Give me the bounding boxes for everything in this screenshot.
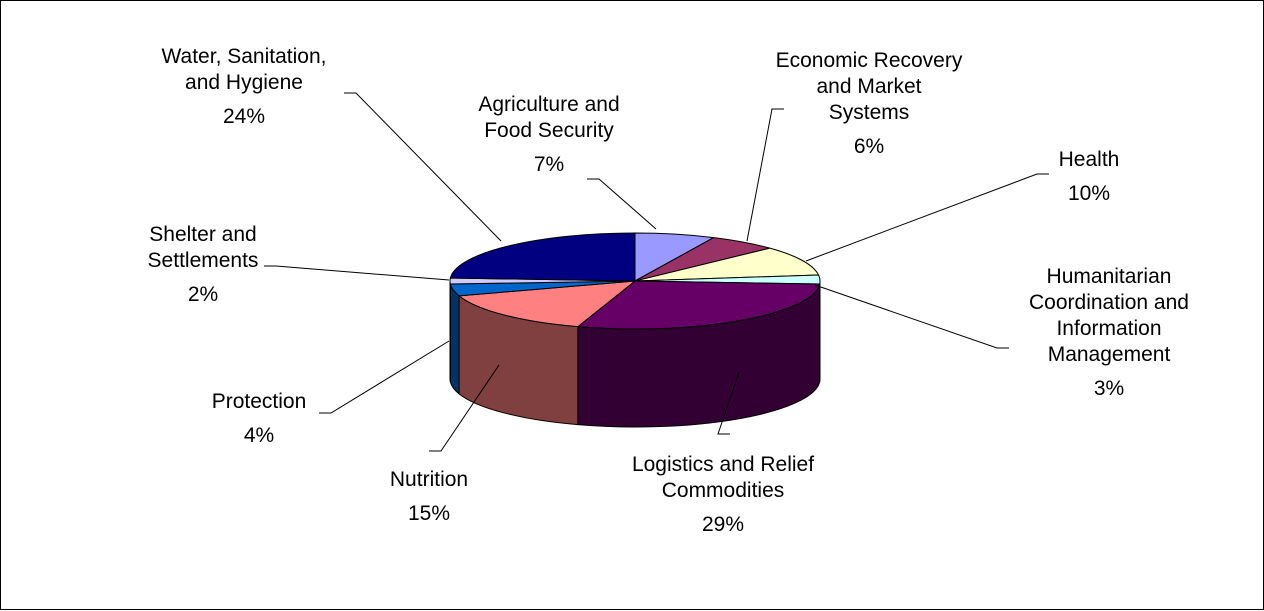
leader-line-1 (587, 179, 656, 229)
slice-label-line: Shelter and (149, 223, 256, 246)
slice-label-4: Humanitarian Coordination and Information M… (1029, 265, 1189, 366)
leader-line-7 (319, 341, 449, 413)
slice-percent-label-7: 4% (244, 424, 274, 447)
slice-label-5: Logistics and Relief Commodities (632, 453, 814, 502)
pie-top-layer (450, 233, 820, 329)
leader-line-4 (815, 285, 1009, 348)
leader-line-8 (264, 266, 449, 280)
slice-percent-label-5: 29% (702, 513, 744, 536)
slice-label-line: Humanitarian (1047, 265, 1172, 288)
slice-label-line: Management (1048, 343, 1171, 366)
slice-percent-label-6: 15% (408, 502, 450, 525)
slice-label-line: Economic Recovery (776, 49, 963, 72)
slice-label-6: Nutrition (390, 468, 468, 491)
slice-label-line: Coordination and (1029, 291, 1189, 314)
slice-label-line: and Market (816, 75, 921, 98)
leader-line-2 (747, 109, 784, 241)
slice-label-1: Agriculture and Food Security (478, 93, 619, 142)
slice-label-9: Water, Sanitation, and Hygiene (162, 45, 327, 94)
slice-label-line: and Hygiene (185, 71, 303, 94)
slice-percent-label-2: 6% (854, 135, 884, 158)
slice-percent-label-3: 10% (1068, 182, 1110, 205)
slice-label-line: Settlements (148, 249, 259, 272)
slice-label-line: Information (1056, 317, 1161, 340)
slice-label-line: Water, Sanitation, (162, 45, 327, 68)
slice-label-line: Food Security (484, 119, 614, 142)
slice-label-8: Shelter and Settlements (148, 223, 259, 272)
slice-label-line: Health (1059, 148, 1120, 171)
slice-label-line: Nutrition (390, 468, 468, 491)
slice-label-line: Commodities (662, 479, 785, 502)
slice-label-7: Protection (212, 390, 307, 413)
slice-label-3: Health (1059, 148, 1120, 171)
slice-label-line: Protection (212, 390, 307, 413)
pie-slice-side-7 (450, 284, 459, 394)
slice-percent-label-1: 7% (534, 153, 564, 176)
slice-percent-label-9: 24% (223, 105, 265, 128)
pie-slice-9 (450, 233, 635, 281)
leader-line-3 (806, 174, 1049, 261)
slice-label-line: Agriculture and (478, 93, 619, 116)
slice-percent-label-8: 2% (188, 283, 218, 306)
slice-label-2: Economic Recovery and Market Systems (776, 49, 963, 124)
slice-label-line: Logistics and Relief (632, 453, 814, 476)
slice-label-line: Systems (829, 101, 910, 124)
slice-percent-label-4: 3% (1094, 377, 1124, 400)
